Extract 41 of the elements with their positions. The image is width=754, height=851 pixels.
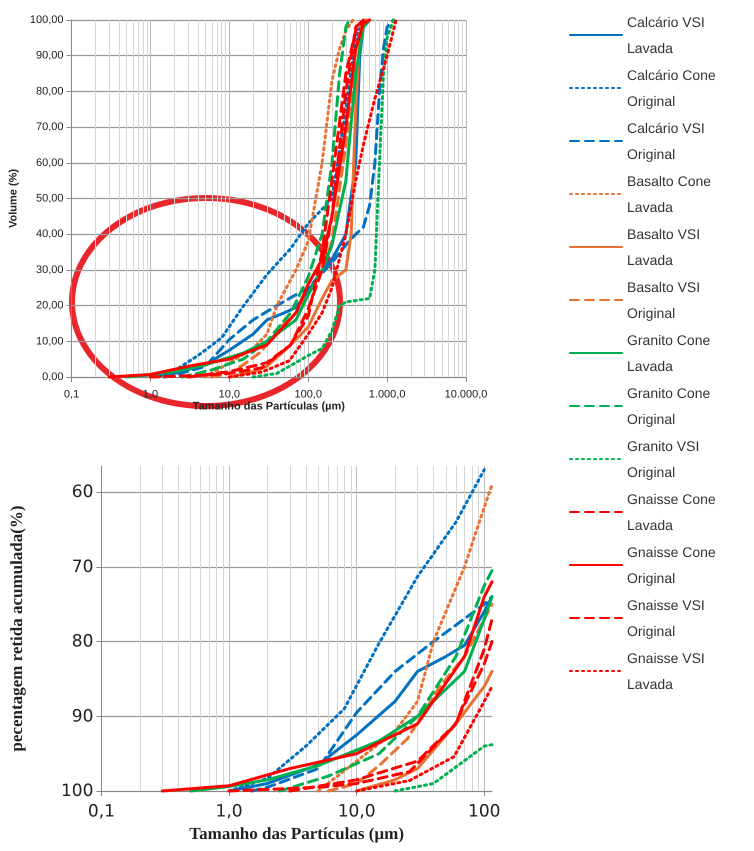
y-tick-label: 80 [72,632,94,652]
legend-label: Calcário Cone Original [627,67,720,109]
y-tick-label: 90,00 [36,50,64,62]
y-axis-title: Volume (%) [8,168,20,228]
x-tick-label: 100 [468,802,500,822]
legend-label: Gnaisse Cone Original [627,544,720,586]
y-tick-label: 60,00 [36,156,64,169]
y-tick-label: 100 [60,781,94,801]
y-tick-label: 50,00 [36,192,64,204]
y-tick-label: 100,00 [30,14,64,26]
legend-label: Granito Cone Original [627,385,714,427]
y-axis-title: pecentagem retida acumulada(%) [7,505,26,752]
legend-label: Calcário VSI Original [627,120,709,162]
legend-label: Basalto VSI Original [627,279,704,321]
legend-label: Gnaisse Cone Lavada [627,491,720,533]
y-tick-label: 10,00 [36,335,64,348]
y-tick-label: 0,00 [42,371,64,383]
y-tick-label: 30,00 [36,264,64,276]
x-tick-label: 1.000,0 [368,388,406,400]
x-tick-label: 100,0 [294,388,322,400]
x-tick-label: 10,0 [338,802,376,822]
legend-label: Calcário VSI Lavada [627,14,709,56]
y-tick-label: 20,00 [36,300,64,312]
legend-label: Gnaisse VSI Lavada [627,650,709,692]
legend-label: Granito VSI Original [627,438,704,480]
x-tick-label: 10,0 [218,388,240,400]
y-tick-label: 90 [72,706,94,726]
x-tick-label: 0,1 [64,388,80,400]
y-tick-label: 80,00 [36,85,64,98]
legend-label: Gnaisse VSI Original [627,597,709,639]
x-axis-title: Tamanho das Partículas (µm) [189,824,404,843]
y-tick-label: 70 [72,556,94,577]
y-tick-label: 40,00 [36,228,64,240]
legend-label: Basalto VSI Lavada [627,226,704,268]
x-tick-label: 1,0 [215,802,243,822]
x-tick-label: 10.000,0 [444,388,488,400]
x-tick-label: 0,1 [88,802,115,822]
y-tick-label: 60 [72,482,94,502]
y-tick-label: 70,00 [36,121,64,134]
legend-label: Basalto Cone Lavada [627,173,715,215]
legend-label: Granito Cone Lavada [627,332,714,374]
